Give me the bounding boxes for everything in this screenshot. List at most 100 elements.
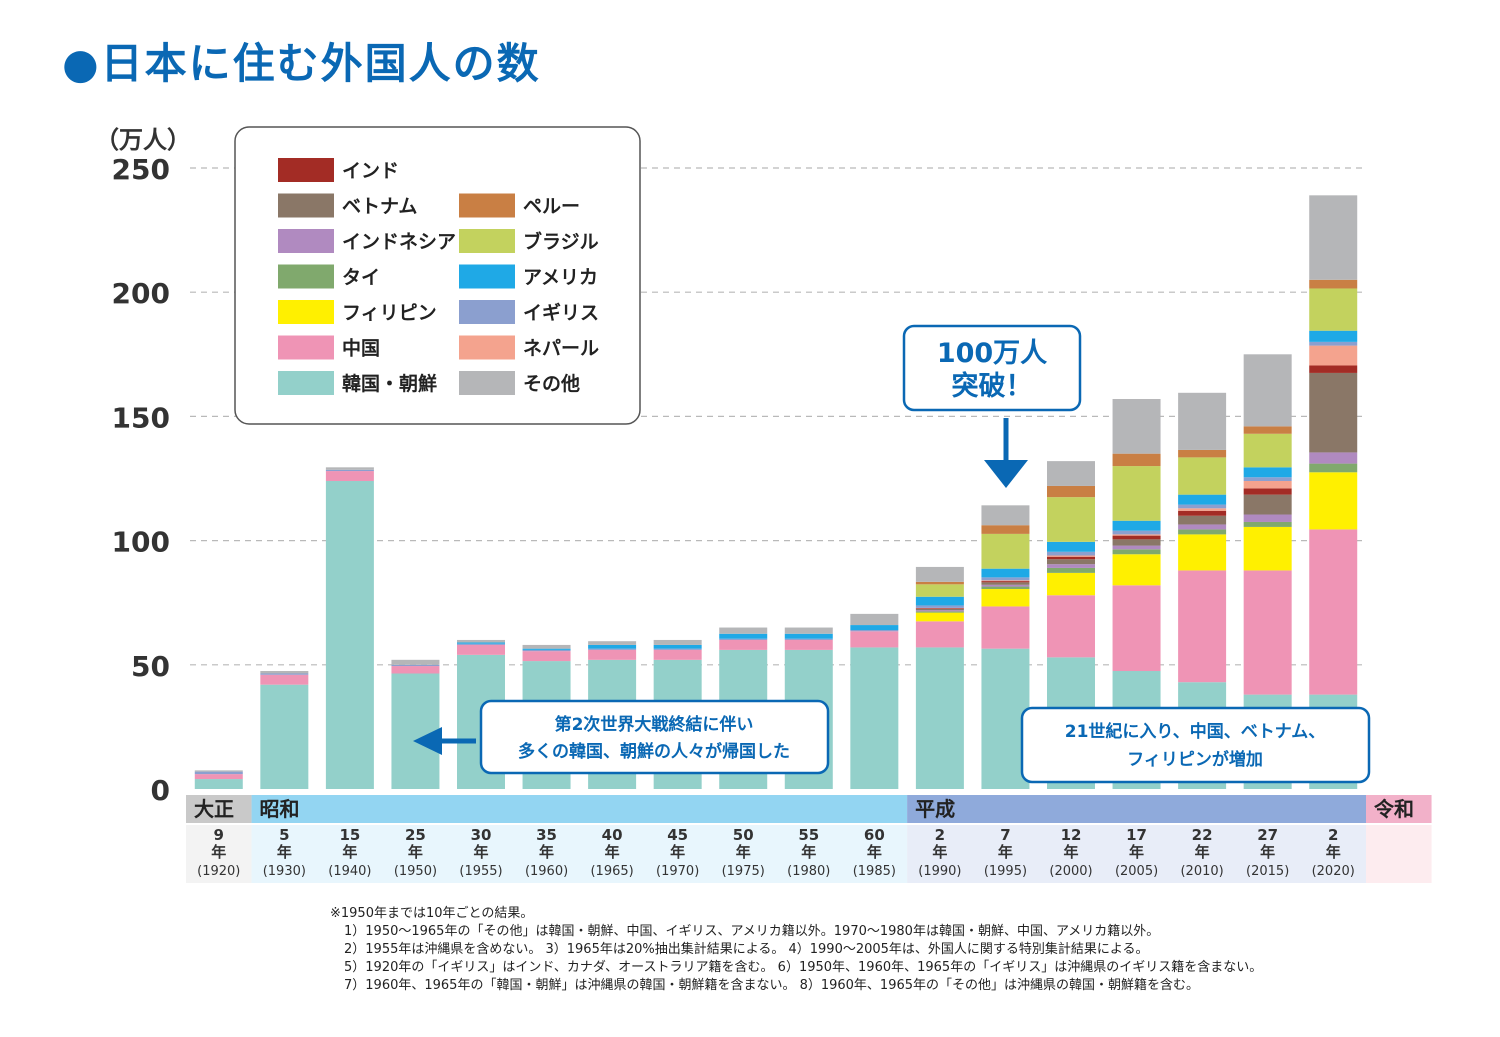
x-tick-year-13: (2000)	[1049, 864, 1092, 879]
bar-segment-15-6	[1178, 510, 1227, 516]
bar-segment-12-2	[981, 589, 1030, 607]
x-tick-num-12: 7	[1000, 826, 1010, 844]
y-tick-0: 0	[151, 774, 170, 807]
legend-label-right-1: ブラジル	[523, 230, 599, 253]
x-tick-num-15: 22	[1192, 826, 1213, 844]
x-tick-num-0: 9	[214, 826, 224, 844]
y-tick-200: 200	[112, 277, 170, 310]
footnote-2: 2）1955年は沖縄県を含めない。 3）1965年は20%抽出集計結果による。 …	[344, 942, 1149, 957]
bar-segment-12-6	[981, 581, 1030, 583]
legend-swatch-left-5	[278, 335, 334, 360]
bar-segment-3-12	[391, 659, 440, 665]
x-tick-year-8: (1975)	[722, 864, 765, 879]
era-band-1	[251, 795, 908, 823]
x-tick-year-11: (1990)	[918, 864, 961, 879]
bar-segment-13-3	[1047, 567, 1095, 573]
x-tick-unit-5: 年	[539, 843, 554, 861]
annotation-war-line1: 第2次世界大戦終結に伴い	[555, 714, 754, 735]
bar-segment-13-12	[1047, 461, 1095, 486]
legend-swatch-right-0	[459, 193, 515, 218]
bar-segment-11-12	[915, 566, 964, 582]
legend-label-left-1: ベトナム	[342, 196, 417, 218]
bar-segment-9-9	[784, 633, 833, 639]
bar-segment-9-8	[784, 638, 833, 640]
year-cell-bg-2	[907, 825, 1366, 883]
bar-segment-1-1	[260, 674, 309, 685]
x-tick-unit-14: 年	[1129, 843, 1144, 861]
x-tick-num-4: 30	[471, 826, 492, 844]
bar-segment-11-10	[915, 584, 964, 597]
bar-segment-11-3	[915, 611, 964, 613]
bar-segment-4-9	[457, 642, 505, 644]
legend-label-left-6: 韓国・朝鮮	[342, 372, 437, 395]
x-tick-year-1: (1930)	[263, 864, 306, 879]
bar-segment-16-2	[1243, 526, 1292, 571]
bar-segment-15-2	[1178, 534, 1227, 571]
legend-swatch-left-3	[278, 264, 334, 289]
bar-segment-6-1	[588, 649, 637, 660]
bar-segment-17-7	[1309, 345, 1358, 366]
bar-segment-11-8	[915, 605, 964, 608]
legend-label-right-5: その他	[523, 372, 580, 395]
bar-segment-5-1	[522, 651, 571, 662]
x-tick-unit-16: 年	[1260, 843, 1275, 861]
bar-segment-15-9	[1178, 494, 1227, 505]
x-tick-unit-2: 年	[342, 843, 357, 861]
bar-segment-8-8	[719, 638, 768, 640]
bar-segment-11-0	[915, 647, 964, 789]
bar-segment-16-12	[1243, 354, 1292, 427]
bar-segment-6-8	[588, 648, 637, 650]
annotation-million-line2: 突破！	[952, 370, 1033, 402]
bar-segment-17-10	[1309, 288, 1358, 331]
x-tick-num-5: 35	[536, 826, 557, 844]
bar-segment-3-0	[391, 673, 440, 789]
legend-label-left-5: 中国	[342, 337, 380, 360]
bar-segment-0-0	[194, 779, 243, 789]
bar-segment-7-8	[653, 648, 702, 650]
bar-segment-17-3	[1309, 463, 1358, 473]
bar-segment-11-9	[915, 596, 964, 606]
x-tick-year-17: (2020)	[1312, 864, 1355, 879]
x-tick-num-16: 27	[1257, 826, 1278, 844]
x-tick-unit-9: 年	[801, 843, 816, 861]
bar-segment-10-12	[850, 613, 899, 626]
bar-segment-14-9	[1112, 520, 1161, 531]
x-tick-unit-3: 年	[408, 843, 423, 861]
bar-segment-2-8	[325, 469, 374, 472]
x-tick-year-14: (2005)	[1115, 864, 1158, 879]
bar-segment-14-10	[1112, 466, 1161, 521]
bar-segment-16-1	[1243, 570, 1292, 695]
bar-segment-11-2	[915, 612, 964, 622]
bar-segment-3-8	[391, 664, 440, 667]
bar-segment-12-1	[981, 606, 1030, 649]
bar-segment-2-12	[325, 467, 374, 470]
x-tick-unit-0: 年	[211, 843, 226, 861]
x-tick-unit-17: 年	[1326, 843, 1341, 861]
bar-segment-17-2	[1309, 472, 1358, 530]
bar-segment-11-11	[915, 581, 964, 585]
bar-segment-8-9	[719, 633, 768, 639]
bar-segment-14-5	[1112, 539, 1161, 546]
x-tick-year-4: (1955)	[459, 864, 502, 879]
footnotes: ※1950年までは10年ごとの結果。 1）1950～1965年の「その他」は韓国…	[330, 905, 1490, 995]
bar-segment-5-9	[522, 648, 571, 650]
annotation-war-box	[479, 699, 830, 775]
x-tick-num-1: 5	[279, 826, 289, 844]
era-label-0: 大正	[194, 797, 234, 821]
bar-segment-13-7	[1047, 555, 1095, 557]
x-tick-unit-1: 年	[277, 843, 292, 861]
x-tick-year-10: (1985)	[853, 864, 896, 879]
legend-label-left-0: インド	[342, 160, 399, 182]
bar-segment-17-5	[1309, 372, 1358, 453]
bar-segment-16-9	[1243, 467, 1292, 478]
bar-segment-17-8	[1309, 341, 1358, 346]
bar-segment-13-6	[1047, 556, 1095, 560]
bar-segment-0-1	[194, 774, 243, 780]
x-tick-num-6: 40	[602, 826, 623, 844]
x-tick-num-10: 60	[864, 826, 885, 844]
annotation-war-arrow-head	[413, 727, 442, 755]
x-tick-unit-4: 年	[473, 843, 488, 861]
legend-label-left-2: インドネシア	[342, 231, 456, 253]
era-band-3	[1366, 795, 1432, 823]
bar-segment-11-6	[915, 608, 964, 609]
